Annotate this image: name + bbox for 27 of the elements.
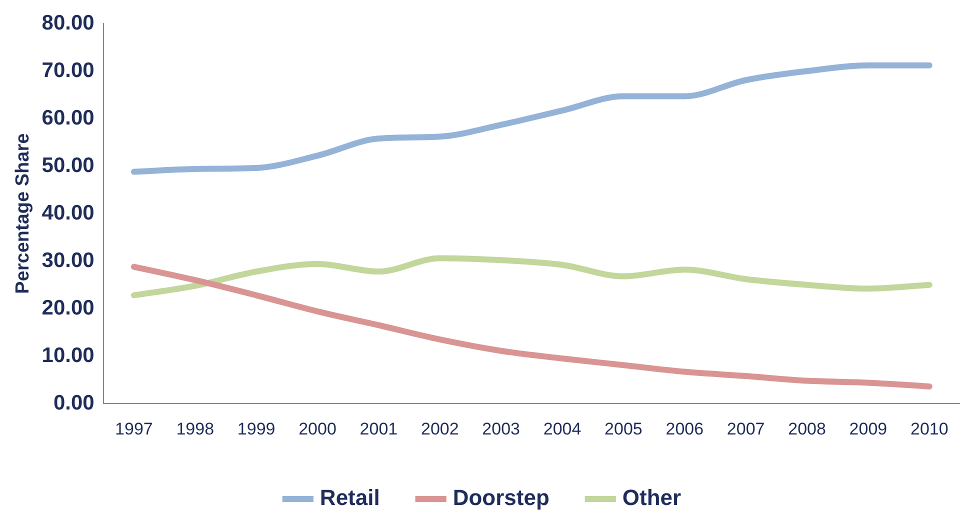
y-tick-label: 70.00 — [42, 58, 94, 82]
x-tick-label: 2007 — [726, 419, 765, 438]
y-tick-label: 60.00 — [42, 106, 94, 130]
legend-label: Other — [622, 485, 682, 510]
y-tick-label: 10.00 — [42, 344, 94, 367]
y-tick-label: 80.00 — [42, 11, 94, 34]
y-tick-label: 50.00 — [42, 154, 94, 177]
x-tick-label: 2006 — [666, 419, 704, 438]
y-axis-title: Percentage Share — [12, 133, 34, 294]
x-tick-label: 2008 — [788, 419, 826, 438]
legend-label: Retail — [320, 485, 380, 510]
x-tick-label: 1998 — [176, 419, 214, 438]
x-tick-label: 2001 — [360, 419, 398, 438]
y-tick-label: 30.00 — [42, 248, 94, 272]
x-tick-label: 2002 — [420, 419, 459, 438]
y-tick-label: 20.00 — [42, 296, 94, 320]
x-tick-label: 2010 — [910, 419, 948, 438]
y-tick-label: 0.00 — [53, 391, 94, 414]
x-tick-label: 1997 — [115, 419, 153, 438]
x-tick-label: 2004 — [543, 419, 582, 438]
legend-label: Doorstep — [452, 485, 550, 510]
x-tick-label: 2005 — [604, 419, 642, 438]
x-tick-label: 2009 — [849, 419, 888, 438]
x-tick-label: 2000 — [298, 419, 336, 438]
y-tick-label: 40.00 — [42, 201, 94, 224]
x-tick-label: 1999 — [237, 419, 276, 438]
x-tick-label: 2003 — [482, 419, 520, 438]
